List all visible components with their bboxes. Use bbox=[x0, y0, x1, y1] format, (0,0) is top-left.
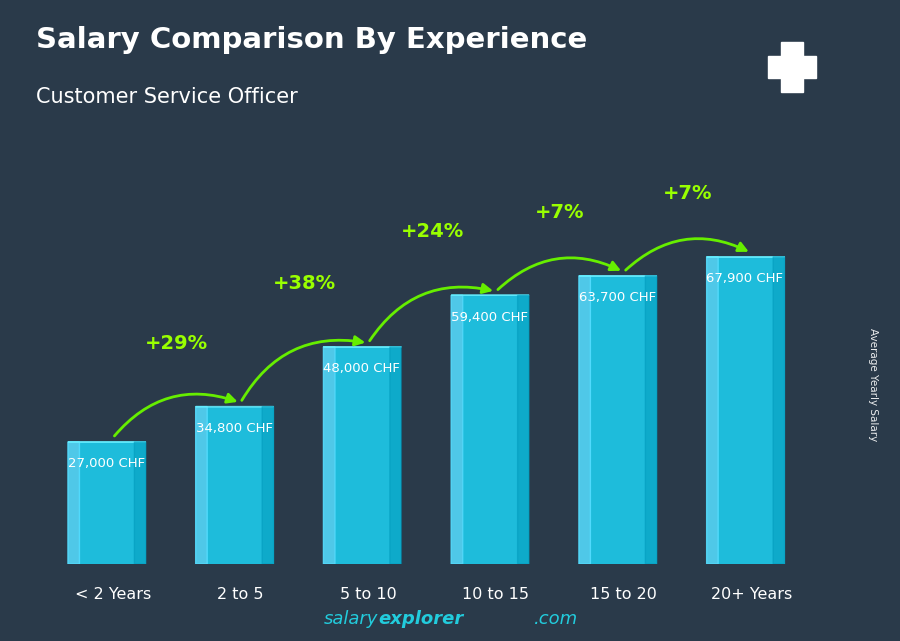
Text: +24%: +24% bbox=[400, 222, 464, 242]
Text: .com: .com bbox=[534, 610, 578, 628]
Text: 48,000 CHF: 48,000 CHF bbox=[323, 362, 400, 375]
Polygon shape bbox=[518, 296, 529, 564]
Polygon shape bbox=[134, 442, 146, 564]
Text: 59,400 CHF: 59,400 CHF bbox=[451, 311, 528, 324]
Text: 5 to 10: 5 to 10 bbox=[340, 587, 397, 602]
Bar bbox=[768, 56, 816, 78]
Text: 10 to 15: 10 to 15 bbox=[463, 587, 529, 602]
Text: Salary Comparison By Experience: Salary Comparison By Experience bbox=[36, 26, 587, 54]
Text: 2 to 5: 2 to 5 bbox=[217, 587, 264, 602]
FancyBboxPatch shape bbox=[79, 442, 146, 564]
Polygon shape bbox=[195, 406, 207, 564]
Polygon shape bbox=[262, 406, 274, 564]
Polygon shape bbox=[390, 347, 401, 564]
Bar bbox=[781, 42, 803, 92]
FancyBboxPatch shape bbox=[590, 276, 657, 564]
Text: +7%: +7% bbox=[535, 203, 584, 222]
Text: 63,700 CHF: 63,700 CHF bbox=[579, 291, 656, 304]
FancyBboxPatch shape bbox=[718, 257, 785, 564]
FancyBboxPatch shape bbox=[463, 296, 529, 564]
FancyBboxPatch shape bbox=[207, 406, 274, 564]
Text: +38%: +38% bbox=[273, 274, 336, 293]
Text: 67,900 CHF: 67,900 CHF bbox=[706, 272, 784, 285]
FancyBboxPatch shape bbox=[335, 347, 401, 564]
Polygon shape bbox=[645, 276, 657, 564]
Text: 34,800 CHF: 34,800 CHF bbox=[195, 422, 273, 435]
Text: +29%: +29% bbox=[145, 334, 208, 353]
Text: 20+ Years: 20+ Years bbox=[711, 587, 792, 602]
Polygon shape bbox=[68, 442, 79, 564]
Text: Average Yearly Salary: Average Yearly Salary bbox=[868, 328, 878, 441]
Text: explorer: explorer bbox=[378, 610, 464, 628]
Text: 27,000 CHF: 27,000 CHF bbox=[68, 457, 145, 470]
Text: Customer Service Officer: Customer Service Officer bbox=[36, 87, 298, 106]
Text: salary: salary bbox=[324, 610, 378, 628]
Polygon shape bbox=[706, 257, 718, 564]
Polygon shape bbox=[773, 257, 785, 564]
Polygon shape bbox=[451, 296, 463, 564]
Polygon shape bbox=[323, 347, 335, 564]
Text: +7%: +7% bbox=[662, 184, 712, 203]
Text: < 2 Years: < 2 Years bbox=[75, 587, 151, 602]
Polygon shape bbox=[579, 276, 590, 564]
Text: 15 to 20: 15 to 20 bbox=[590, 587, 657, 602]
